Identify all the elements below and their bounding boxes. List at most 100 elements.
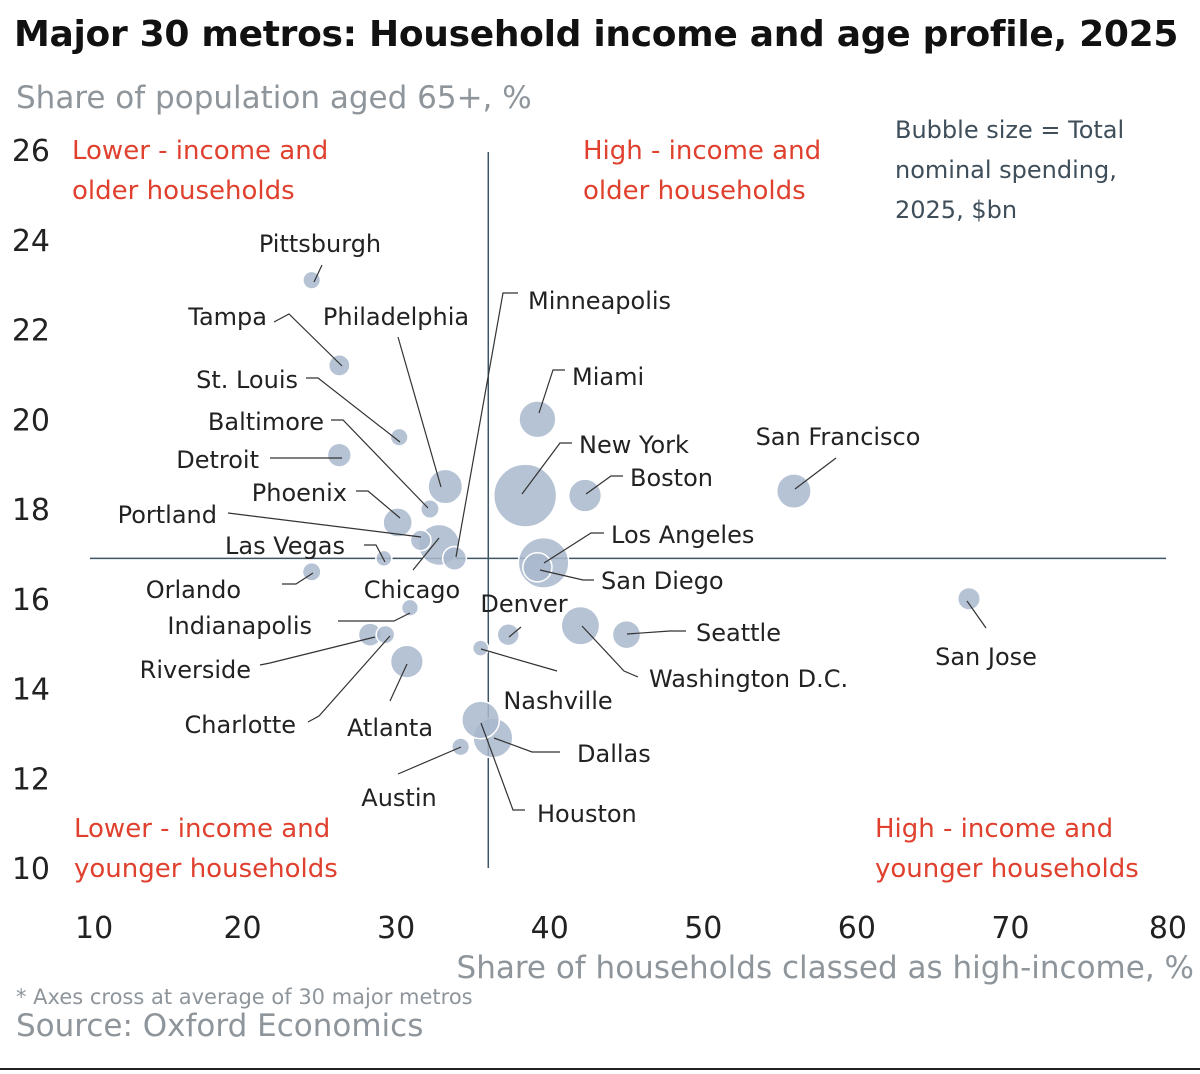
label-tampa: Tampa	[187, 303, 267, 331]
leader-line-orlando	[282, 572, 314, 585]
leader-line-phoenix	[356, 490, 401, 519]
label-miami: Miami	[572, 363, 644, 391]
label-atlanta: Atlanta	[347, 714, 433, 742]
bottom-rule	[0, 1068, 1200, 1070]
label-denver: Denver	[480, 590, 567, 618]
leader-line-las-vegas	[364, 544, 386, 563]
label-san-francisco: San Francisco	[756, 423, 921, 451]
x-tick-label: 70	[991, 911, 1029, 946]
bubble-miami	[518, 400, 557, 439]
quadrant-label-top-right: High - income and older households	[583, 131, 821, 211]
quadrant-label-bottom-left-line1: Lower - income and	[74, 814, 331, 844]
leader-line-seattle	[626, 630, 686, 635]
x-tick-label: 20	[223, 911, 261, 946]
y-tick-label: 24	[12, 224, 50, 259]
bubble-pittsburgh	[302, 270, 322, 290]
x-tick-label: 10	[75, 911, 113, 946]
y-tick-label: 12	[12, 762, 50, 797]
quadrant-label-top-right-line1: High - income and	[583, 136, 822, 166]
label-austin: Austin	[361, 784, 436, 812]
bubble-las-vegas	[375, 549, 393, 568]
leader-line-minneapolis	[455, 292, 518, 558]
bubble-nashville	[471, 639, 490, 657]
leader-line-riverside	[259, 636, 376, 666]
label-minneapolis: Minneapolis	[528, 287, 671, 315]
bubble-boston	[567, 478, 603, 513]
leader-line-san-francisco	[794, 457, 837, 490]
label-san-jose: San Jose	[935, 643, 1037, 671]
y-tick-label: 10	[12, 852, 50, 887]
bubble-indianapolis	[400, 598, 420, 617]
leader-line-boston	[585, 475, 623, 495]
leader-line-chicago	[412, 537, 440, 571]
bubble-minneapolis	[441, 545, 468, 571]
label-dallas: Dallas	[577, 740, 651, 768]
quadrant-label-top-left-line2: older households	[72, 176, 295, 206]
leader-line-new-york	[521, 442, 572, 495]
footnote: * Axes cross at average of 30 major metr…	[16, 985, 473, 1009]
source-note: Source: Oxford Economics	[16, 1008, 424, 1044]
label-charlotte: Charlotte	[185, 711, 296, 739]
bubble-denver	[496, 622, 520, 647]
y-axis-label: Share of population aged 65+, %	[16, 80, 532, 116]
label-pittsburgh: Pittsburgh	[259, 230, 381, 258]
x-tick-label: 80	[1149, 911, 1187, 946]
x-tick-label: 30	[377, 911, 415, 946]
bubble-atlanta	[389, 644, 425, 679]
label-riverside: Riverside	[140, 656, 251, 684]
y-tick-label: 16	[12, 583, 50, 618]
chart-title: Major 30 metros: Household income and ag…	[14, 14, 1179, 55]
leader-line-austin	[397, 746, 462, 775]
quadrant-label-bottom-right-line2: younger households	[875, 854, 1139, 884]
leader-line-houston	[480, 722, 525, 811]
x-tick-label: 40	[531, 911, 569, 946]
label-houston: Houston	[537, 800, 637, 828]
y-tick-label: 14	[12, 673, 50, 708]
label-las-vegas: Las Vegas	[225, 532, 345, 560]
bubble-st-louis	[389, 427, 409, 447]
quadrant-label-top-left: Lower - income and older households	[72, 131, 328, 211]
leader-line-philadelphia	[397, 336, 442, 488]
y-tick-label: 26	[12, 134, 50, 169]
leader-line-miami	[538, 369, 565, 414]
leader-line-nashville	[480, 648, 558, 672]
label-new-york: New York	[579, 431, 689, 459]
bubble-philadelphia	[427, 468, 464, 505]
bubble-portland	[409, 529, 432, 552]
label-baltimore: Baltimore	[208, 408, 324, 436]
label-orlando: Orlando	[146, 576, 241, 604]
quadrant-label-bottom-left-line2: younger households	[74, 854, 338, 884]
bubble-san-francisco	[775, 473, 812, 510]
bubble-houston	[461, 700, 501, 740]
leader-line-dallas	[493, 737, 560, 753]
leader-line-washington-d-c	[581, 625, 639, 678]
quadrant-label-bottom-right-line1: High - income and	[875, 814, 1114, 844]
quadrant-label-bottom-right: High - income and younger households	[875, 809, 1139, 889]
bubble-new-york	[492, 463, 558, 528]
y-tick-label: 20	[12, 403, 50, 438]
quadrant-label-top-left-line1: Lower - income and	[72, 136, 329, 166]
leader-line-denver	[508, 626, 522, 638]
bubble-tampa	[327, 354, 351, 377]
leader-line-los-angeles	[543, 532, 604, 564]
label-seattle: Seattle	[696, 619, 781, 647]
bubble-charlotte	[375, 624, 396, 645]
leader-line-baltimore	[331, 419, 429, 509]
leader-line-san-jose	[966, 600, 987, 629]
bubble-size-note: Bubble size = Total nominal spending, 20…	[895, 116, 1125, 224]
label-philadelphia: Philadelphia	[323, 303, 469, 331]
label-los-angeles: Los Angeles	[611, 521, 754, 549]
x-tick-label: 50	[684, 911, 722, 946]
leader-line-san-diego	[539, 569, 594, 581]
quadrant-label-bottom-left: Lower - income and younger households	[74, 809, 338, 889]
label-boston: Boston	[630, 464, 713, 492]
bubble-san-diego	[522, 552, 553, 583]
label-detroit: Detroit	[176, 446, 259, 474]
quadrant-label-top-right-line2: older households	[583, 176, 806, 206]
label-washington-d-c: Washington D.C.	[649, 665, 848, 693]
leader-line-indianapolis	[338, 612, 411, 622]
label-indianapolis: Indianapolis	[167, 612, 312, 640]
y-tick-label: 18	[12, 493, 50, 528]
leader-line-atlanta	[389, 663, 408, 702]
